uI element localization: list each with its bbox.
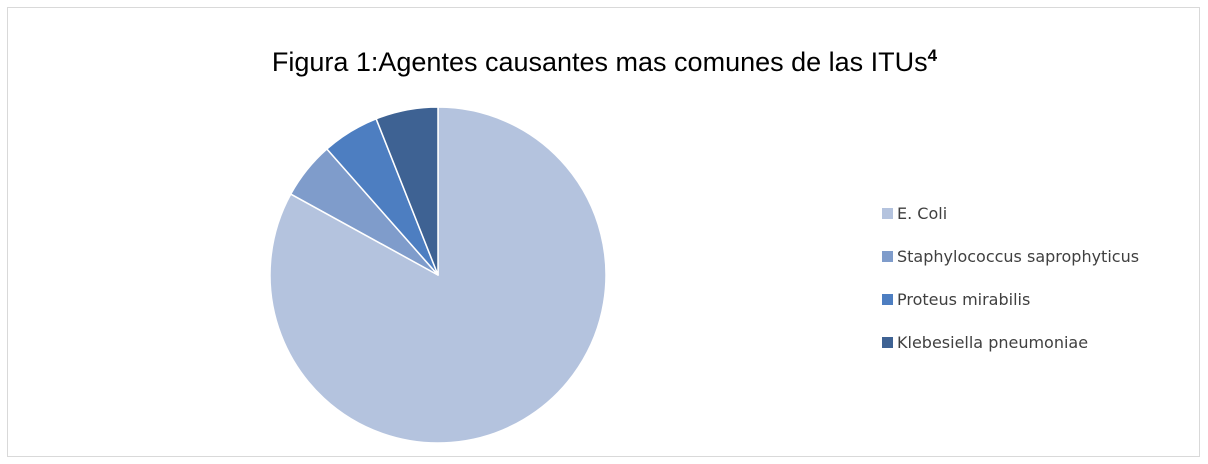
pie-chart — [269, 106, 607, 444]
legend-swatch — [882, 250, 893, 262]
legend-label: E. Coli — [897, 203, 948, 223]
pie-slice — [375, 106, 439, 276]
legend-label: Staphylococcus saprophyticus — [897, 246, 1140, 266]
legend-label: Proteus mirabilis — [897, 289, 1031, 309]
legend-item: E. Coli — [882, 202, 1139, 224]
legend-swatch — [882, 207, 893, 219]
legend-label: Klebesiella pneumoniae — [897, 332, 1089, 352]
chart-area: Figura 1:Agentes causantes mas comunes d… — [7, 7, 1200, 457]
pie-slice — [269, 106, 607, 444]
legend-item: Klebesiella pneumoniae — [882, 331, 1139, 353]
chart-title-text: Figura 1:Agentes causantes mas comunes d… — [271, 47, 928, 77]
legend-item: Staphylococcus saprophyticus — [882, 245, 1139, 267]
legend-swatch — [882, 336, 893, 348]
chart-title: Figura 1:Agentes causantes mas comunes d… — [8, 46, 1201, 78]
chart-title-superscript: 4 — [927, 46, 938, 65]
chart-legend: E. Coli Staphylococcus saprophyticus Pro… — [882, 202, 1139, 374]
legend-swatch — [882, 293, 893, 305]
legend-item: Proteus mirabilis — [882, 288, 1139, 310]
